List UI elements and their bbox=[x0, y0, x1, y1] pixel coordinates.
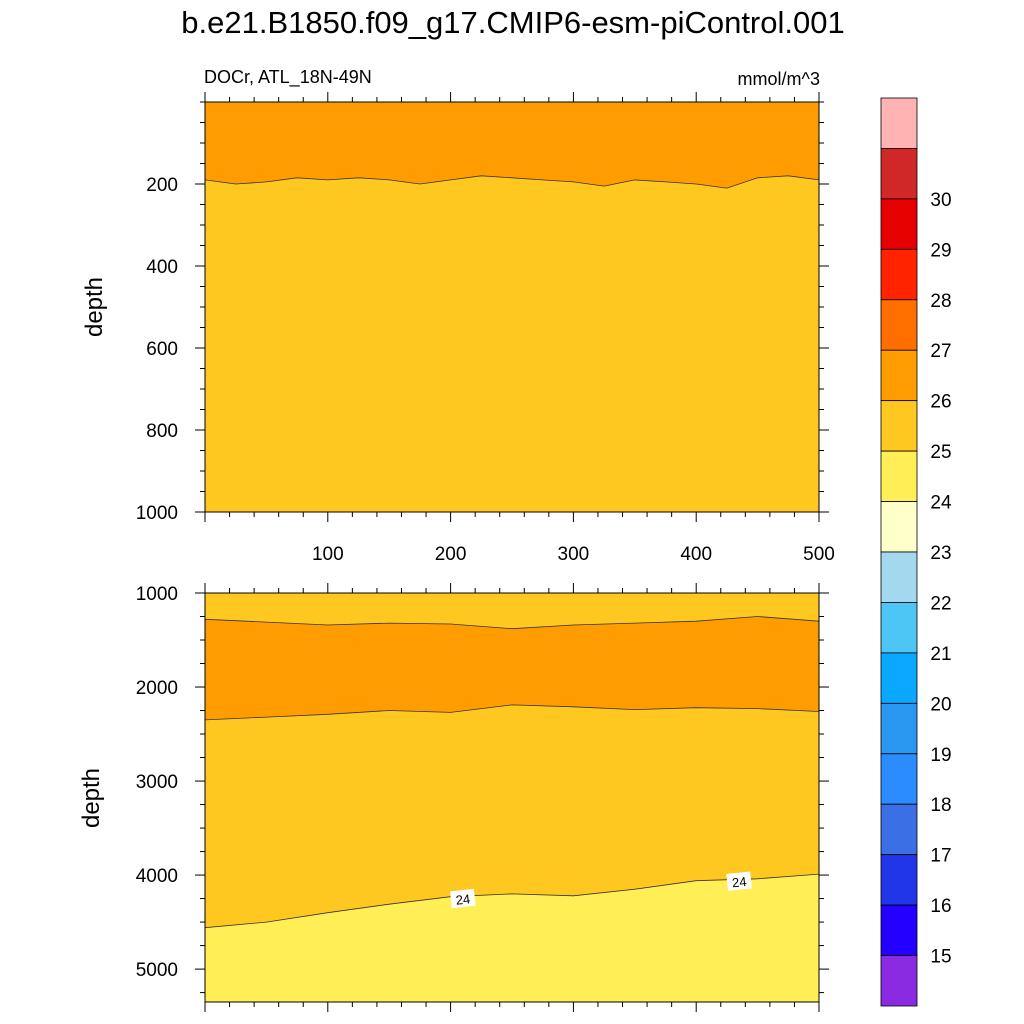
colorbar-box bbox=[880, 602, 918, 654]
colorbar-box bbox=[880, 904, 918, 956]
colorbar-box bbox=[880, 299, 918, 351]
y-tick-label: 4000 bbox=[136, 866, 178, 887]
colorbar-label: 26 bbox=[930, 392, 951, 413]
bottom-panel: 24 24 1000 2000 3000 4000 5000 bbox=[136, 583, 829, 1012]
colorbar-label: 21 bbox=[930, 644, 951, 665]
colorbar-box bbox=[880, 248, 918, 301]
region-25-26 bbox=[205, 616, 819, 720]
colorbar-label: 17 bbox=[930, 846, 951, 867]
y-tick-label: 800 bbox=[146, 421, 178, 442]
contour-line-24 bbox=[205, 873, 819, 929]
colorbar-box bbox=[880, 803, 918, 856]
chart-title: b.e21.B1850.f09_g17.CMIP6-esm-piControl.… bbox=[181, 5, 844, 40]
colorbar-box bbox=[880, 198, 918, 250]
chart-subtitle: DOCr, ATL_18N-49N bbox=[204, 67, 372, 88]
x-tick-label: 400 bbox=[680, 544, 712, 565]
colorbar-label: 30 bbox=[930, 190, 951, 211]
x-tick-label: 300 bbox=[558, 544, 590, 565]
colorbar-label: 22 bbox=[930, 593, 951, 614]
region-23-24 bbox=[205, 874, 819, 1002]
colorbar-box bbox=[880, 551, 918, 603]
region-25-26 bbox=[205, 102, 819, 189]
units-label: mmol/m^3 bbox=[738, 69, 820, 89]
y-tick-label: 3000 bbox=[136, 772, 178, 793]
colorbar-box bbox=[880, 753, 918, 805]
y-tick-label: 2000 bbox=[136, 678, 178, 699]
contour-line-25-lower bbox=[205, 704, 819, 721]
y-tick-label: 400 bbox=[146, 257, 178, 278]
colorbar-label: 24 bbox=[930, 493, 952, 514]
top-panel-ylabel: depth bbox=[81, 277, 108, 337]
colorbar-box bbox=[880, 702, 918, 755]
colorbar-box bbox=[880, 652, 918, 704]
colorbar-box bbox=[880, 148, 918, 200]
top-panel: 100 200 300 400 500 200 400 600 800 1000 bbox=[136, 92, 835, 565]
colorbar-label: 28 bbox=[930, 291, 951, 312]
x-tick-label: 200 bbox=[435, 544, 467, 565]
x-tick-label: 500 bbox=[803, 544, 835, 565]
contour-line-25 bbox=[205, 175, 819, 189]
colorbar-box bbox=[880, 349, 918, 402]
colorbar-box bbox=[880, 854, 918, 906]
contour-label-24-1: 24 bbox=[450, 888, 476, 909]
colorbar-box bbox=[880, 400, 918, 452]
x-tick-label: 100 bbox=[312, 544, 344, 565]
colorbar: 15 16 17 18 19 20 21 22 23 24 25 26 27 28 29 30 bbox=[880, 97, 952, 1007]
y-tick-label: 200 bbox=[146, 175, 178, 196]
contour-label-24-2: 24 bbox=[726, 871, 752, 891]
y-tick-label: 1000 bbox=[136, 503, 178, 524]
colorbar-label: 20 bbox=[930, 694, 951, 715]
colorbar-label: 15 bbox=[930, 947, 951, 968]
y-tick-label: 600 bbox=[146, 339, 178, 360]
contour-label-text: 24 bbox=[731, 874, 747, 890]
colorbar-label: 25 bbox=[930, 442, 951, 463]
panel-1-fill bbox=[205, 593, 819, 1002]
colorbar-label: 18 bbox=[930, 795, 951, 816]
contour-label-text: 24 bbox=[455, 891, 471, 907]
colorbar-box bbox=[880, 501, 918, 553]
panel-1-frame bbox=[204, 592, 820, 1003]
colorbar-label: 23 bbox=[930, 543, 951, 564]
contour-label-bg bbox=[450, 888, 476, 909]
colorbar-box bbox=[880, 97, 918, 149]
contour-label-bg bbox=[726, 871, 752, 891]
colorbar-label: 29 bbox=[930, 240, 951, 261]
y-tick-label: 5000 bbox=[136, 960, 178, 981]
contour-line-25-upper bbox=[205, 616, 819, 630]
colorbar-label: 16 bbox=[930, 896, 951, 917]
y-tick-label: 1000 bbox=[136, 584, 178, 605]
bottom-panel-ylabel: depth bbox=[78, 768, 105, 828]
colorbar-box bbox=[880, 955, 918, 1007]
colorbar-box bbox=[880, 450, 918, 502]
colorbar-label: 19 bbox=[930, 745, 951, 766]
panel-0-fill bbox=[205, 102, 819, 512]
colorbar-label: 27 bbox=[930, 341, 951, 362]
